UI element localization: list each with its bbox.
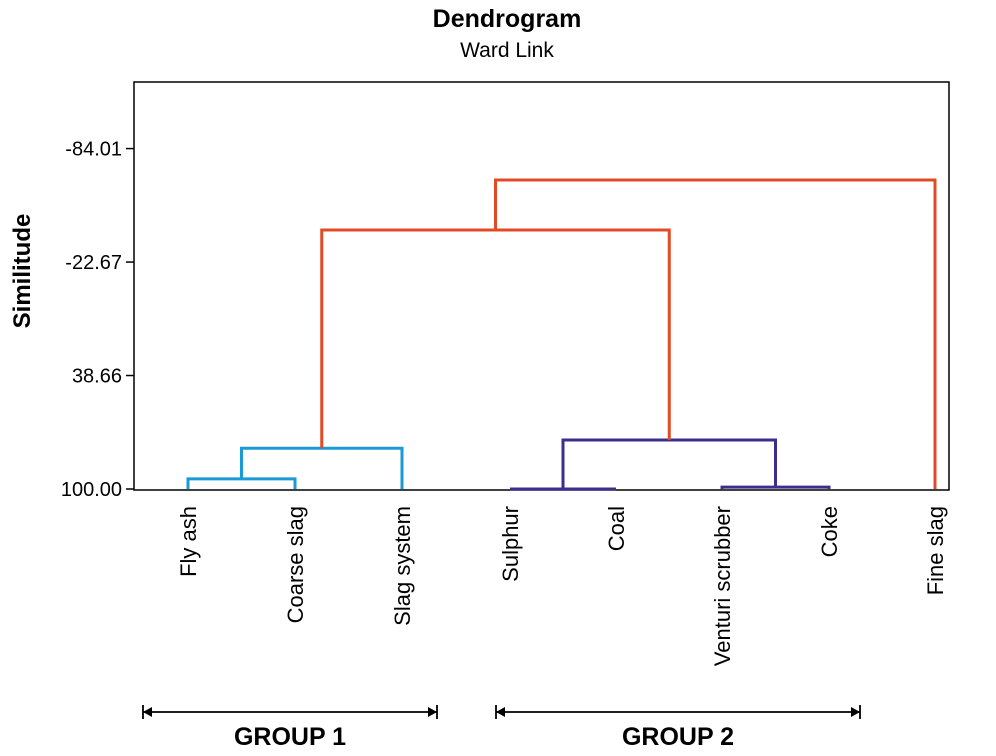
merge-link <box>186 477 297 489</box>
group-label: GROUP 1 <box>234 723 346 751</box>
plot-frame <box>133 81 950 491</box>
leaf-label: Fine slag <box>923 506 948 595</box>
leaf-label: Coarse slag <box>283 506 308 623</box>
chart-title: Dendrogram <box>433 5 582 33</box>
dendrogram-links <box>186 178 937 491</box>
y-axis: -84.01 -22.67 38.66 100.00 <box>61 139 134 501</box>
group-arrow-left <box>143 707 152 717</box>
leaf-label: Slag system <box>390 506 415 626</box>
y-tick-label: 100.00 <box>61 479 122 501</box>
y-tick-label: -22.67 <box>65 252 122 274</box>
leaf-label: Sulphur <box>498 506 523 582</box>
leaf-label: Fly ash <box>176 506 201 577</box>
group-brackets: GROUP 1 GROUP 2 <box>142 705 861 751</box>
merge-link <box>561 438 777 489</box>
leaf-label: Coke <box>817 506 842 557</box>
group-arrow-left <box>496 707 505 717</box>
group-arrow-right <box>428 707 437 717</box>
group-arrow-right <box>851 707 860 717</box>
leaf-label: Venturi scrubber <box>710 506 735 666</box>
merge-link <box>494 178 937 489</box>
merge-link <box>320 228 671 449</box>
group-label: GROUP 2 <box>622 723 734 751</box>
leaf-label: Coal <box>604 506 629 551</box>
y-axis-label: Similitude <box>9 214 36 329</box>
chart-subtitle: Ward Link <box>460 39 554 62</box>
leaf-labels: Fly ash Coarse slag Slag system Sulphur Coal… <box>176 506 948 666</box>
merge-link <box>720 485 831 489</box>
y-tick-label: 38.66 <box>72 366 122 388</box>
merge-link <box>240 446 404 489</box>
y-tick-label: -84.01 <box>65 139 122 161</box>
